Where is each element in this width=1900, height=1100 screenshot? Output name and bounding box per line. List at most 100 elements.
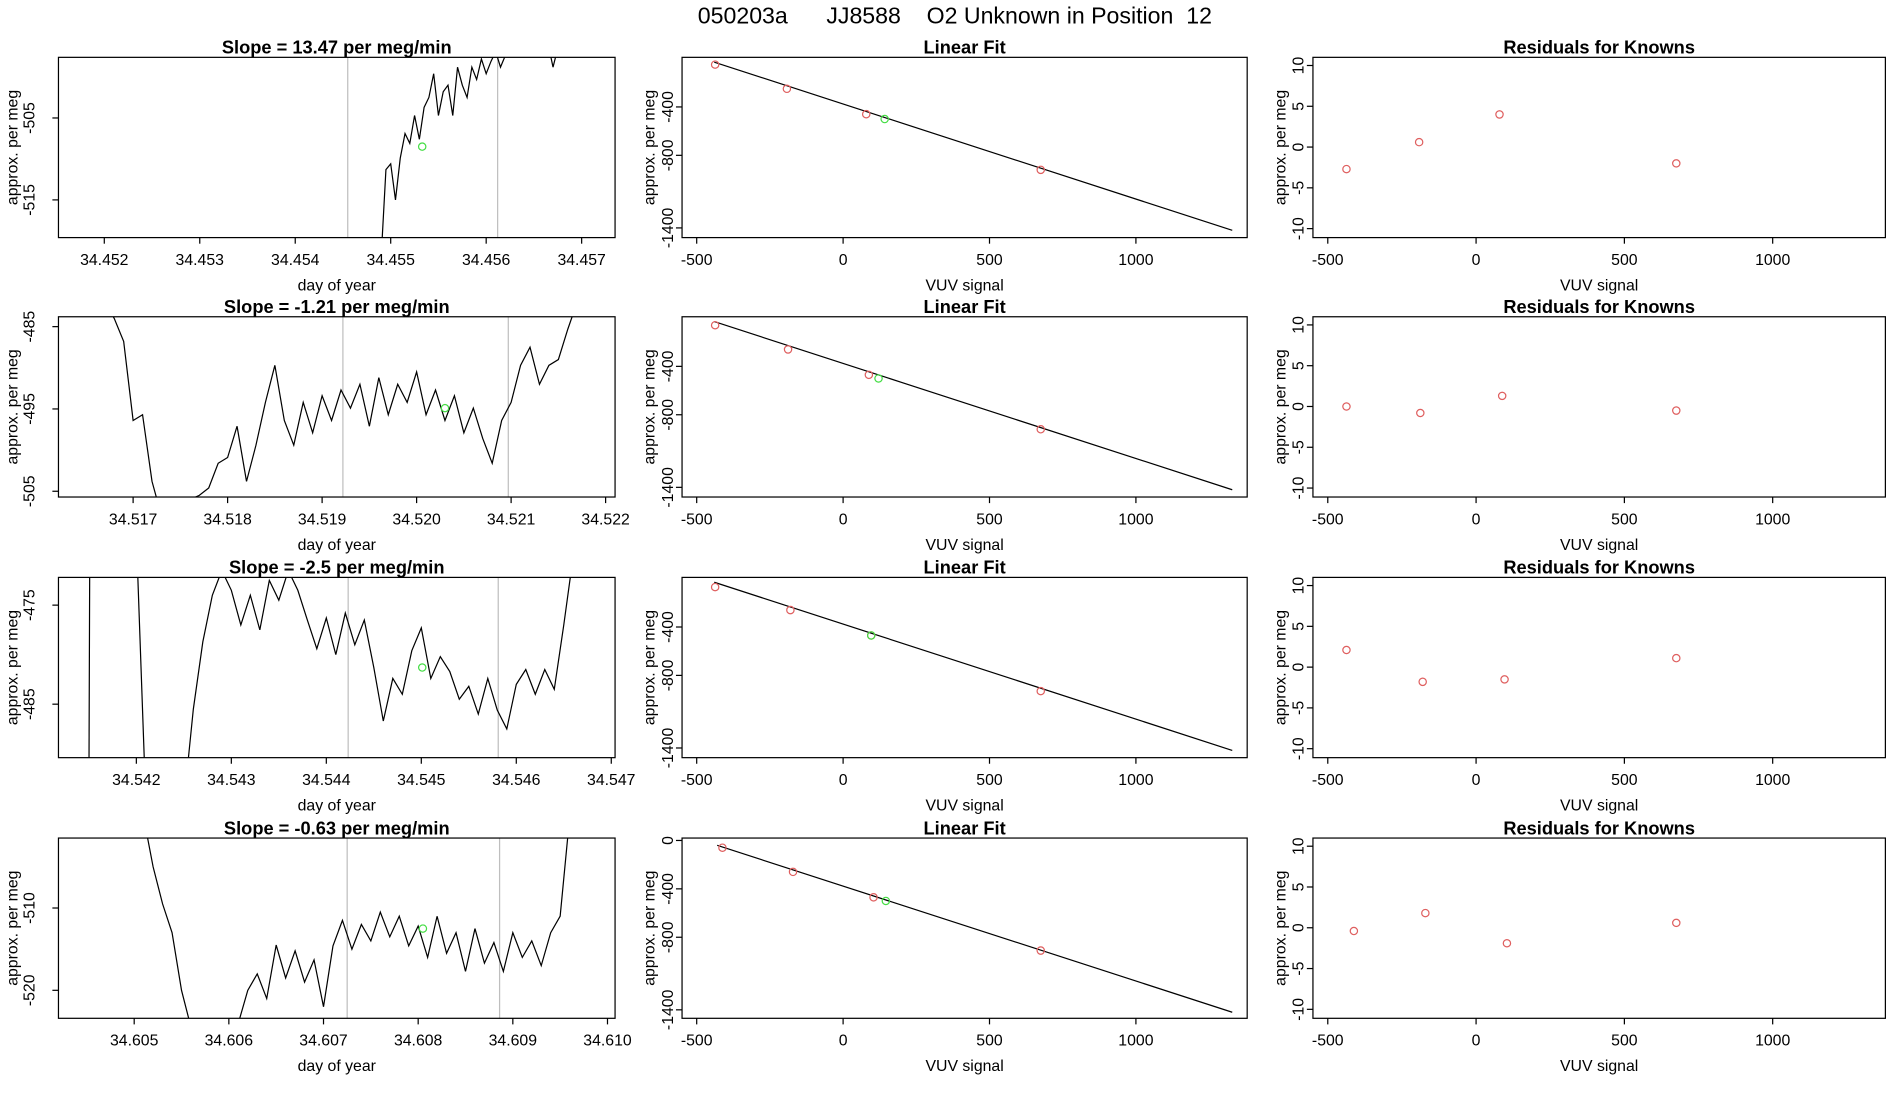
- x-tick-label: 500: [976, 511, 1003, 528]
- data-point: [1418, 677, 1427, 687]
- plot-frame: [57, 316, 616, 498]
- unknown-point: [440, 403, 450, 413]
- x-tick-label: 34.605: [110, 1033, 159, 1050]
- chart-title: Linear Fit: [924, 557, 1006, 578]
- x-tick-label: -500: [1312, 1033, 1344, 1050]
- y-tick-label: -505: [22, 102, 39, 134]
- y-axis-label: approx. per meg: [642, 90, 659, 205]
- x-tick-label: 34.453: [176, 252, 225, 269]
- y-tick-label: 5: [1291, 102, 1308, 111]
- x-tick-label: 34.517: [109, 511, 157, 528]
- x-tick-label: 34.457: [557, 252, 605, 269]
- x-tick-label: -500: [681, 1033, 713, 1050]
- data-line: [381, 57, 557, 238]
- x-tick-label: 0: [1472, 772, 1481, 789]
- x-tick-label: 34.546: [492, 772, 541, 789]
- y-tick-label: -495: [22, 393, 39, 425]
- unknown-point: [880, 114, 889, 124]
- x-tick-label: 0: [1472, 1033, 1481, 1050]
- data-point: [1342, 645, 1351, 655]
- y-axis-label: approx. per meg: [1272, 610, 1289, 725]
- x-tick-label: 1000: [1118, 1033, 1153, 1050]
- chart-title: Linear Fit: [924, 37, 1006, 58]
- plot-area: [710, 60, 1233, 231]
- y-tick-label: -10: [1291, 737, 1308, 760]
- data-point: [1672, 653, 1681, 663]
- chart-title: Slope = -0.63 per meg/min: [224, 817, 450, 838]
- plot-frame: [1312, 576, 1886, 759]
- y-tick-label: -5: [1291, 701, 1308, 715]
- y-tick-label: -505: [22, 475, 39, 507]
- chart-title: Slope = 13.47 per meg/min: [222, 37, 452, 58]
- x-tick-label: 1000: [1118, 772, 1153, 789]
- x-axis-label: VUV signal: [925, 798, 1003, 815]
- data-point: [1036, 425, 1046, 434]
- x-tick-label: 500: [1611, 1033, 1638, 1050]
- x-tick-label: 0: [1472, 511, 1481, 528]
- chart-title: Residuals for Knowns: [1503, 37, 1695, 58]
- x-tick-label: 34.452: [80, 252, 128, 269]
- data-point: [1497, 391, 1507, 401]
- x-tick-label: 0: [839, 252, 848, 269]
- y-tick-label: -520: [22, 974, 39, 1006]
- x-axis-label: VUV signal: [925, 1058, 1003, 1075]
- y-tick-label: 10: [1291, 316, 1308, 334]
- y-axis-label: approx. per meg: [1272, 349, 1289, 464]
- x-tick-label: 34.519: [298, 511, 347, 528]
- data-point: [788, 867, 798, 877]
- chart-title: Residuals for Knowns: [1503, 817, 1695, 838]
- x-tick-label: 500: [976, 1033, 1003, 1050]
- plot-frame: [681, 56, 1248, 239]
- y-tick-label: -400: [660, 873, 677, 905]
- y-tick-label: -5: [1291, 440, 1308, 454]
- x-tick-label: 500: [1611, 772, 1638, 789]
- data-point: [1421, 908, 1430, 918]
- data-point: [1036, 686, 1046, 696]
- x-tick-label: 34.609: [489, 1033, 538, 1050]
- y-tick-label: -400: [660, 611, 677, 643]
- x-tick-label: 34.608: [394, 1033, 443, 1050]
- data-point: [1342, 402, 1351, 411]
- x-tick-label: 34.606: [205, 1033, 254, 1050]
- data-point: [1349, 926, 1359, 936]
- x-axis-label: VUV signal: [925, 537, 1003, 554]
- x-tick-label: -500: [681, 511, 713, 528]
- unknown-point: [881, 896, 891, 906]
- data-point: [1500, 675, 1509, 684]
- data-point: [718, 843, 727, 852]
- data-point: [1495, 110, 1504, 119]
- data-point: [1036, 946, 1046, 955]
- plot-frame: [1312, 837, 1886, 1019]
- x-tick-label: 34.610: [583, 1033, 632, 1050]
- y-tick-label: -485: [22, 688, 39, 720]
- x-tick-label: 1000: [1755, 772, 1790, 789]
- x-tick-label: 1000: [1755, 1033, 1790, 1050]
- plot-frame: [57, 837, 616, 1019]
- chart-title: Residuals for Knowns: [1503, 296, 1695, 317]
- y-tick-label: -5: [1291, 181, 1308, 195]
- x-axis-label: VUV signal: [925, 278, 1003, 295]
- y-tick-label: -10: [1291, 998, 1308, 1021]
- x-tick-label: 500: [1611, 252, 1638, 269]
- y-axis-label: approx. per meg: [1272, 871, 1289, 986]
- x-tick-label: 0: [839, 1033, 848, 1050]
- plot-area: [1342, 645, 1681, 687]
- chart-title: Slope = -2.5 per meg/min: [229, 557, 445, 578]
- x-tick-label: 1000: [1118, 252, 1153, 269]
- x-tick-label: 34.547: [587, 772, 635, 789]
- plot-frame: [57, 576, 616, 759]
- plot-frame: [681, 837, 1248, 1019]
- x-tick-label: 0: [1472, 252, 1481, 269]
- y-tick-label: 10: [1291, 577, 1308, 595]
- x-tick-label: 34.454: [271, 252, 320, 269]
- y-tick-label: -800: [660, 399, 677, 431]
- y-tick-label: -5: [1291, 961, 1308, 975]
- y-tick-label: -515: [22, 184, 39, 216]
- plot-frame: [681, 576, 1248, 759]
- y-tick-label: -1400: [660, 467, 677, 508]
- fit-line: [714, 61, 1233, 231]
- fit-line: [714, 321, 1233, 491]
- x-axis-label: day of year: [298, 537, 377, 554]
